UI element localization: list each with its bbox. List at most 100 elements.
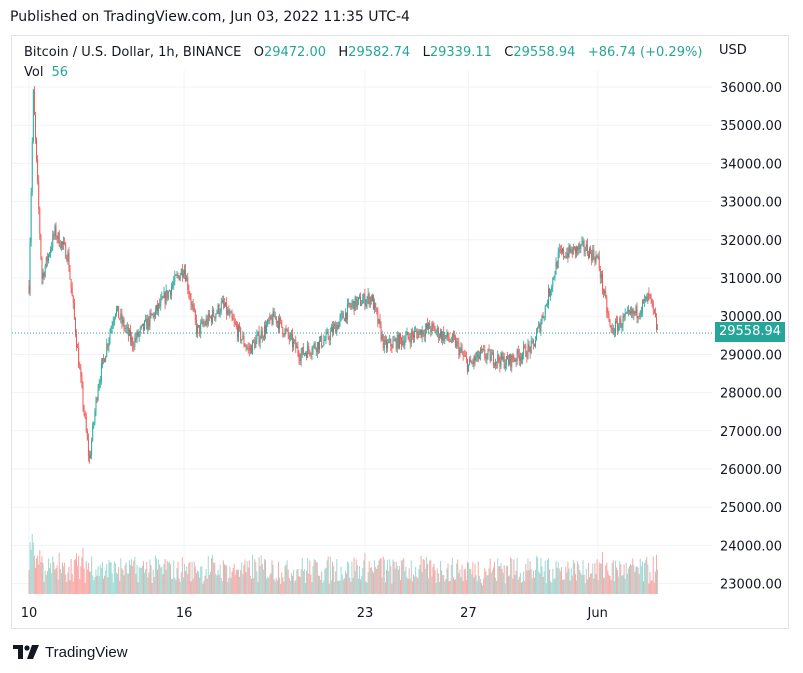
candle-body: [352, 301, 354, 304]
volume-bar: [195, 573, 197, 594]
candle-body: [489, 350, 491, 362]
y-tick-label: 33000.00: [720, 196, 782, 211]
candle-body: [46, 256, 48, 261]
candlesticks: [28, 86, 659, 464]
volume-bar: [163, 564, 165, 594]
volume-bar: [618, 576, 620, 594]
candle-body: [463, 355, 465, 357]
volume-bar: [513, 559, 515, 594]
volume-bar: [361, 576, 363, 594]
volume-bar: [30, 549, 32, 594]
volume-bar: [69, 580, 71, 594]
candle-body: [456, 341, 458, 347]
candle-body: [471, 362, 473, 363]
candle-body: [539, 323, 541, 332]
volume-bar: [437, 573, 439, 594]
candle-body: [354, 296, 356, 312]
candle-body: [114, 313, 116, 318]
volume-bar: [80, 566, 82, 594]
volume-bar: [334, 581, 336, 594]
candle-body: [434, 327, 436, 334]
volume-bar: [567, 561, 569, 594]
candle-body: [549, 288, 551, 296]
candle-body: [363, 294, 365, 300]
volume-bar: [230, 577, 232, 594]
volume-bar: [199, 577, 201, 594]
candle-body: [401, 338, 403, 345]
volume-bar: [590, 573, 592, 594]
volume-bar: [417, 578, 419, 594]
volume-bar: [484, 567, 486, 594]
candle-body: [256, 335, 258, 340]
volume-bar: [505, 565, 507, 594]
volume-bar: [632, 558, 634, 594]
candle-body: [78, 347, 80, 368]
volume-bar: [255, 561, 257, 594]
candle-body: [213, 309, 215, 317]
candle-body: [292, 334, 293, 347]
candle-body: [133, 346, 135, 348]
candle-body: [233, 320, 235, 322]
volume-bar: [61, 562, 63, 594]
candle-body: [536, 332, 538, 341]
volume-bar: [357, 578, 359, 594]
candle-body: [505, 356, 507, 366]
candle-body: [249, 346, 251, 351]
volume-bar: [631, 565, 633, 594]
candle-body: [337, 324, 339, 329]
volume-bar: [269, 574, 271, 594]
candle-body: [492, 352, 494, 365]
volume-bar: [139, 567, 141, 594]
volume-bar: [573, 562, 575, 594]
candle-body: [339, 316, 341, 322]
candle-body: [486, 354, 488, 360]
candle-body: [497, 354, 499, 363]
candle-body: [347, 303, 349, 320]
volume-bar: [429, 560, 431, 594]
volume-bar: [418, 569, 420, 594]
volume-bar: [113, 561, 115, 594]
candle-body: [109, 332, 111, 340]
candle-body: [251, 346, 252, 354]
volume-bar: [542, 576, 544, 594]
candle-body: [623, 315, 625, 318]
footer-brand[interactable]: TradingView: [13, 642, 128, 662]
candle-body: [576, 246, 578, 254]
volume-bar: [276, 580, 278, 594]
volume-bar: [117, 573, 119, 594]
volume-bar: [499, 565, 501, 594]
volume-bar: [582, 560, 584, 594]
candle-body: [545, 304, 547, 306]
candle-body: [51, 247, 53, 250]
candle-body: [305, 353, 306, 355]
volume-bar: [115, 572, 117, 594]
candle-body: [144, 320, 146, 330]
volume-bar: [624, 578, 626, 594]
candle-body: [657, 328, 659, 330]
volume-bar: [217, 569, 219, 594]
candle-body: [254, 341, 256, 348]
candle-body: [450, 341, 452, 343]
volume-bar: [635, 566, 637, 594]
volume-bar: [229, 566, 231, 594]
candle-body: [403, 340, 405, 346]
candle-body: [446, 331, 448, 337]
volume-bar: [239, 576, 241, 594]
candle-body: [499, 361, 501, 367]
candle-body: [239, 325, 241, 329]
candle-body: [512, 354, 514, 360]
volume-bar: [645, 560, 647, 594]
candle-body: [374, 302, 376, 310]
volume-bar: [450, 564, 452, 594]
candle-body: [167, 291, 169, 299]
volume-bar: [253, 578, 255, 594]
volume-bar: [321, 571, 323, 594]
candle-body: [610, 325, 612, 329]
volume-bar: [560, 567, 562, 594]
candle-body: [191, 304, 193, 305]
candle-body: [630, 311, 632, 314]
volume-bar: [525, 563, 527, 594]
volume-bar: [456, 563, 458, 594]
candle-body: [503, 356, 505, 368]
volume-bar: [569, 580, 571, 594]
